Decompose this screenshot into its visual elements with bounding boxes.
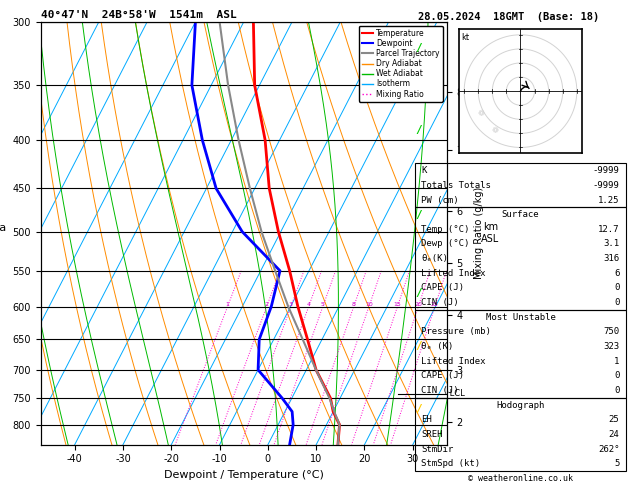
Text: CAPE (J): CAPE (J) [421, 283, 464, 293]
Text: 2: 2 [265, 301, 269, 307]
Text: PW (cm): PW (cm) [421, 195, 459, 205]
Text: θₑ (K): θₑ (K) [421, 342, 454, 351]
Text: /: / [415, 124, 422, 135]
Text: Surface: Surface [502, 210, 539, 219]
Text: 5: 5 [614, 459, 620, 468]
Text: 25: 25 [431, 301, 439, 307]
X-axis label: Dewpoint / Temperature (°C): Dewpoint / Temperature (°C) [164, 470, 324, 480]
Y-axis label: hPa: hPa [0, 223, 6, 233]
Text: /: / [415, 341, 422, 351]
Text: 323: 323 [603, 342, 620, 351]
Text: 3.1: 3.1 [603, 240, 620, 248]
Text: 4: 4 [307, 301, 311, 307]
Text: 24: 24 [609, 430, 620, 439]
Text: EH: EH [421, 415, 432, 424]
Text: Dewp (°C): Dewp (°C) [421, 240, 470, 248]
Text: 0: 0 [614, 283, 620, 293]
Text: /: / [415, 43, 422, 53]
Text: 1.25: 1.25 [598, 195, 620, 205]
Text: 262°: 262° [598, 445, 620, 453]
Text: 1: 1 [226, 301, 230, 307]
Text: 10: 10 [365, 301, 373, 307]
Bar [415, 208, 626, 310]
Legend: Temperature, Dewpoint, Parcel Trajectory, Dry Adiabat, Wet Adiabat, Isotherm, Mi: Temperature, Dewpoint, Parcel Trajectory… [359, 26, 443, 102]
Text: SREH: SREH [421, 430, 443, 439]
Text: 12.7: 12.7 [598, 225, 620, 234]
Text: Lifted Index: Lifted Index [421, 357, 486, 365]
Text: Hodograph: Hodograph [496, 400, 545, 410]
Text: K: K [421, 166, 427, 175]
Text: kt: kt [461, 33, 469, 42]
Bar [415, 163, 626, 208]
Text: /: / [415, 404, 422, 414]
Text: -9999: -9999 [593, 181, 620, 190]
Text: /: / [415, 288, 422, 297]
Text: 28.05.2024  18GMT  (Base: 18): 28.05.2024 18GMT (Base: 18) [418, 12, 599, 22]
Bar [415, 310, 626, 398]
Text: 5: 5 [321, 301, 325, 307]
Text: 0: 0 [614, 371, 620, 381]
Text: 3: 3 [289, 301, 293, 307]
Text: Totals Totals: Totals Totals [421, 181, 491, 190]
Text: StmSpd (kt): StmSpd (kt) [421, 459, 481, 468]
Bar [415, 398, 626, 471]
Text: LCL: LCL [447, 389, 464, 398]
Text: Most Unstable: Most Unstable [486, 312, 555, 322]
Text: 25: 25 [609, 415, 620, 424]
Text: -9999: -9999 [593, 166, 620, 175]
Text: ❁: ❁ [477, 109, 484, 118]
Text: ❁: ❁ [492, 126, 499, 135]
Text: CAPE (J): CAPE (J) [421, 371, 464, 381]
Text: /: / [415, 210, 422, 220]
Text: 8: 8 [352, 301, 356, 307]
Text: CIN (J): CIN (J) [421, 298, 459, 307]
Text: 0: 0 [614, 386, 620, 395]
Text: 750: 750 [603, 328, 620, 336]
Text: Pressure (mb): Pressure (mb) [421, 328, 491, 336]
Text: 1: 1 [614, 357, 620, 365]
Text: θₑ(K): θₑ(K) [421, 254, 448, 263]
Text: 40°47'N  24B°58'W  1541m  ASL: 40°47'N 24B°58'W 1541m ASL [41, 10, 237, 20]
Text: Lifted Index: Lifted Index [421, 269, 486, 278]
Text: Temp (°C): Temp (°C) [421, 225, 470, 234]
Text: Mixing Ratio (g/kg): Mixing Ratio (g/kg) [474, 187, 484, 279]
Text: 20: 20 [415, 301, 422, 307]
Text: StmDir: StmDir [421, 445, 454, 453]
Y-axis label: km
ASL: km ASL [481, 223, 499, 244]
Text: 6: 6 [614, 269, 620, 278]
Text: 0: 0 [614, 298, 620, 307]
Text: © weatheronline.co.uk: © weatheronline.co.uk [468, 474, 573, 483]
Text: CIN (J): CIN (J) [421, 386, 459, 395]
Text: 15: 15 [394, 301, 401, 307]
Text: 316: 316 [603, 254, 620, 263]
